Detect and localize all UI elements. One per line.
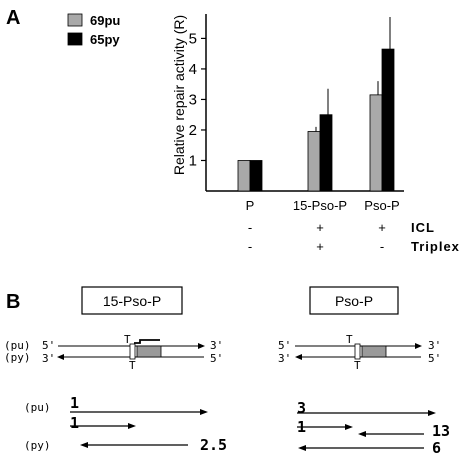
left-bottom-adduct: T bbox=[129, 359, 136, 372]
y-tick-label-1: 1 bbox=[189, 152, 197, 169]
left-duplex: (pu) (py) 5' 3' 3' 5' T T bbox=[4, 333, 223, 372]
right-top-5end: 5' bbox=[278, 339, 291, 352]
category-label-15-Pso-P: 15-Pso-P bbox=[293, 198, 347, 213]
left-py-label: (py) bbox=[4, 351, 31, 364]
right-bottom-3end: 3' bbox=[278, 352, 291, 365]
right-construct-label: Pso-P bbox=[335, 293, 373, 309]
bar-69pu-P bbox=[237, 160, 251, 192]
left-construct-label: 15-Pso-P bbox=[103, 293, 161, 309]
left-bottom-3end: 3' bbox=[42, 352, 55, 365]
left-pu-product-1-value: 1 bbox=[70, 394, 79, 412]
category-label-P: P bbox=[246, 198, 255, 213]
bars bbox=[237, 48, 395, 192]
panel-b-letter: B bbox=[6, 291, 20, 313]
left-pu-label: (pu) bbox=[4, 339, 31, 352]
category-labels: P 15-Pso-P Pso-P bbox=[246, 198, 400, 213]
condition-label-Triplex: Triplex bbox=[411, 239, 460, 254]
y-tick-label-2: 2 bbox=[189, 122, 197, 139]
condition-ICL-2: + bbox=[378, 220, 386, 235]
condition-label-ICL: ICL bbox=[411, 220, 435, 235]
right-bottom-adduct: T bbox=[354, 359, 361, 372]
right-construct-box bbox=[309, 286, 399, 315]
y-tick-label-5: 5 bbox=[189, 30, 197, 47]
right-triplex-site bbox=[361, 345, 387, 358]
legend-label-69pu: 69pu bbox=[90, 13, 120, 28]
y-tick-label-4: 4 bbox=[189, 61, 197, 78]
right-pu-product-1-value: 3 bbox=[297, 399, 306, 417]
right-top-3end: 3' bbox=[428, 339, 441, 352]
left-top-5end: 5' bbox=[42, 339, 55, 352]
error-bars bbox=[315, 17, 391, 132]
condition-Triplex-1: + bbox=[316, 239, 324, 254]
panel-a-letter: A bbox=[6, 7, 20, 29]
bar-65py-P bbox=[249, 160, 263, 192]
left-tfo-strand bbox=[134, 339, 160, 344]
left-products: (pu) 1 1 (py) 2.5 bbox=[24, 394, 227, 454]
y-axis-title: Relative repair activity (R) bbox=[171, 15, 187, 175]
category-label-Pso-P: Pso-P bbox=[364, 198, 399, 213]
y-ticks: 1 2 3 4 5 bbox=[189, 30, 206, 169]
right-products: 3 1 13 6 bbox=[297, 399, 450, 457]
left-construct-box bbox=[81, 286, 183, 315]
left-triplex-site bbox=[136, 345, 162, 358]
legend-swatch-65py bbox=[67, 32, 83, 46]
legend-label-65py: 65py bbox=[90, 32, 120, 47]
condition-ICL-1: + bbox=[316, 220, 324, 235]
right-duplex: 5' 3' 3' 5' T T bbox=[278, 333, 441, 372]
bar-65py-Pso-P bbox=[381, 48, 395, 192]
legend-swatch-69pu bbox=[67, 13, 83, 27]
right-top-adduct: T bbox=[346, 333, 353, 346]
conditions-table: - + + ICL - + - Triplex bbox=[248, 220, 460, 254]
right-bottom-5end: 5' bbox=[428, 352, 441, 365]
left-products-pu-label: (pu) bbox=[24, 401, 51, 414]
bar-69pu-15-Pso-P bbox=[307, 131, 321, 192]
left-bottom-5end: 5' bbox=[210, 352, 223, 365]
left-pu-product-2-value: 1 bbox=[70, 414, 79, 432]
legend: 69pu 65py bbox=[67, 13, 120, 47]
right-py-product-1-value: 13 bbox=[432, 422, 450, 440]
left-top-3end: 3' bbox=[210, 339, 223, 352]
left-top-adduct: T bbox=[124, 333, 131, 346]
condition-Triplex-0: - bbox=[248, 239, 252, 254]
y-tick-label-3: 3 bbox=[189, 91, 197, 108]
condition-Triplex-2: - bbox=[380, 239, 384, 254]
condition-ICL-0: - bbox=[248, 220, 252, 235]
bar-65py-15-Pso-P bbox=[319, 114, 333, 192]
bar-69pu-Pso-P bbox=[369, 94, 383, 192]
left-products-py-label: (py) bbox=[24, 439, 51, 452]
left-py-product-value: 2.5 bbox=[200, 436, 227, 454]
right-py-product-2-value: 6 bbox=[432, 439, 441, 457]
